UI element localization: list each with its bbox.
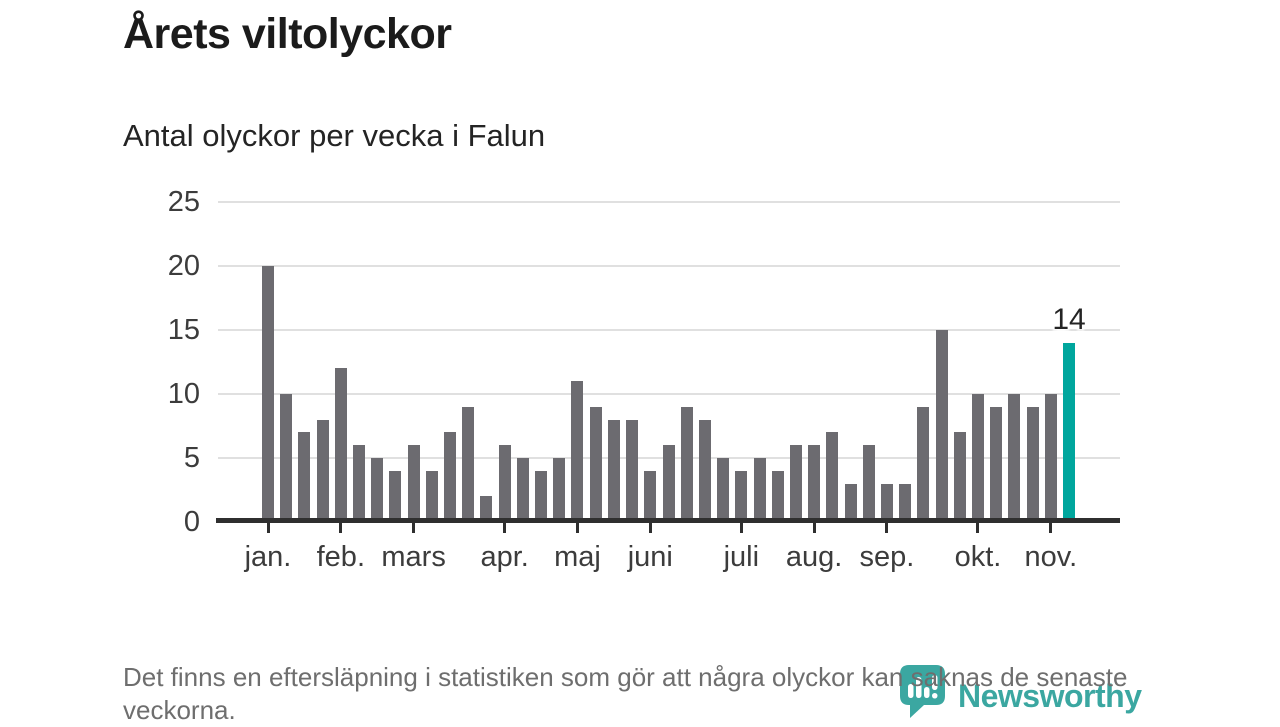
bar-week-19 (589, 406, 602, 522)
y-tick-label-15: 15 (167, 314, 200, 346)
bar-week-5 (334, 368, 347, 522)
newsworthy-bubble-chart-icon (900, 665, 945, 718)
bar-week-8 (389, 470, 402, 522)
x-tick-label-jan: jan. (244, 541, 292, 573)
page-title: Årets viltolyckor (123, 10, 452, 58)
x-tick-jan (266, 523, 270, 533)
bar-week-11 (444, 432, 457, 522)
bar-week-9 (407, 445, 420, 522)
y-tick-label-20: 20 (167, 250, 200, 282)
x-tick-mars (412, 523, 416, 533)
x-tick-label-feb: feb. (316, 541, 365, 573)
x-tick-aug (812, 523, 816, 533)
x-tick-juli (739, 523, 743, 533)
y-tick-label-10: 10 (167, 378, 200, 410)
bar-week-15 (516, 458, 529, 522)
gridline-15 (218, 329, 1120, 331)
y-tick-label-5: 5 (183, 442, 200, 474)
bar-week-42 (1008, 394, 1021, 522)
bar-week-2 (280, 394, 293, 522)
x-tick-label-nov: nov. (1024, 541, 1078, 573)
x-tick-feb (339, 523, 343, 533)
bar-week-30 (789, 445, 802, 522)
bar-week-7 (371, 458, 384, 522)
gridline-25 (218, 201, 1120, 203)
newsworthy-logo: Newsworthy (899, 664, 1142, 719)
bar-week-36 (899, 483, 912, 522)
highlight-value-label: 14 (1052, 302, 1086, 336)
bar-week-32 (826, 432, 839, 522)
x-axis-line (216, 518, 1120, 523)
bar-week-40 (971, 394, 984, 522)
bar-week-41 (990, 406, 1003, 522)
x-tick-juni (648, 523, 652, 533)
plot-area: 14 (218, 201, 1120, 522)
bar-week-3 (298, 432, 311, 522)
chart-subtitle: Antal olyckor per vecka i Falun (123, 118, 546, 153)
x-tick-label-okt: okt. (954, 541, 1002, 573)
x-tick-okt (976, 523, 980, 533)
x-tick-label-aug: aug. (785, 541, 843, 573)
bar-week-37 (917, 406, 930, 522)
bar-week-18 (571, 381, 584, 522)
bar-week-25 (698, 419, 711, 522)
gridline-10 (218, 393, 1120, 395)
bar-week-14 (498, 445, 511, 522)
bar-week-38 (935, 330, 948, 522)
gridline-20 (218, 265, 1120, 267)
bar-week-44 (1044, 394, 1057, 522)
bar-week-26 (717, 458, 730, 522)
x-tick-apr (503, 523, 507, 533)
bar-week-20 (607, 419, 620, 522)
newsworthy-logo-text: Newsworthy (958, 678, 1142, 714)
bar-week-45 (1063, 342, 1076, 522)
bar-week-33 (844, 483, 857, 522)
x-tick-label-juni: juni (627, 541, 673, 573)
x-tick-maj (575, 523, 579, 533)
bar-week-1 (262, 266, 274, 522)
x-tick-label-juli: juli (723, 541, 760, 573)
y-tick-label-25: 25 (167, 186, 200, 218)
x-tick-label-sep: sep. (859, 541, 915, 573)
x-tick-label-apr: apr. (480, 541, 529, 573)
bar-week-12 (462, 406, 475, 522)
bar-week-31 (808, 445, 821, 522)
footnote: Det finns en eftersläpning i statistiken… (123, 662, 1128, 725)
y-tick-label-0: 0 (183, 506, 200, 538)
bar-week-27 (735, 470, 748, 522)
bar-week-29 (771, 470, 784, 522)
bar-week-28 (753, 458, 766, 522)
x-tick-sep (885, 523, 889, 533)
bar-week-13 (480, 496, 493, 522)
bar-week-22 (644, 470, 657, 522)
bar-week-21 (626, 419, 639, 522)
bar-week-23 (662, 445, 675, 522)
bar-week-4 (316, 419, 329, 522)
bar-week-24 (680, 406, 693, 522)
bar-week-39 (953, 432, 966, 522)
bar-week-34 (862, 445, 875, 522)
bar-week-35 (880, 483, 893, 522)
bar-week-16 (535, 470, 548, 522)
bar-week-17 (553, 458, 566, 522)
x-tick-label-maj: maj (554, 541, 601, 573)
bar-week-43 (1026, 406, 1039, 522)
x-tick-label-mars: mars (381, 541, 446, 573)
x-tick-nov (1049, 523, 1053, 533)
bar-week-10 (425, 470, 438, 522)
bar-week-6 (353, 445, 366, 522)
